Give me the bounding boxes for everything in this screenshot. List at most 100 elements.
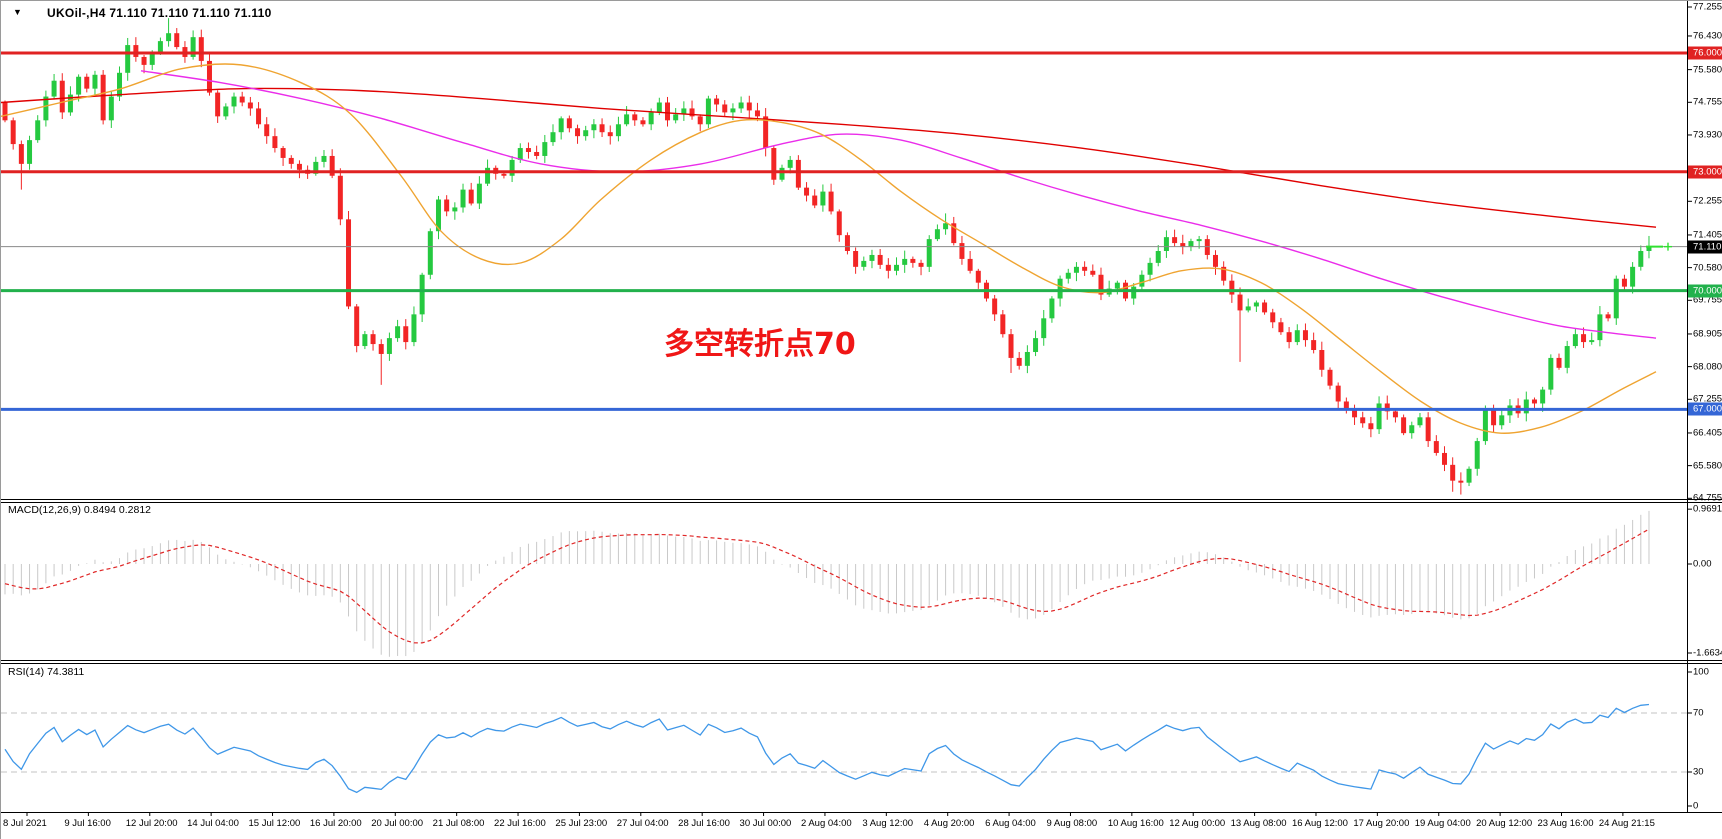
candle-body <box>67 94 73 113</box>
candle-body <box>1000 314 1006 335</box>
candle-body <box>386 338 392 354</box>
candle-body <box>1343 401 1349 410</box>
candle-body <box>1270 312 1276 323</box>
price-badge-70.000: 70.000 <box>1688 284 1722 298</box>
price-tick-label: 66.405 <box>1693 427 1722 439</box>
price-tick-label: 68.080 <box>1693 361 1722 373</box>
price-tick-label: 64.755 <box>1693 492 1722 504</box>
candle-body <box>885 264 891 271</box>
price-tick-label: 65.580 <box>1693 460 1722 472</box>
price-tick-label: 68.905 <box>1693 328 1722 340</box>
candle-body <box>378 344 384 354</box>
macd-axis-label: -1.6634 <box>1693 647 1722 659</box>
candle-body <box>599 124 605 133</box>
candle-body <box>1016 357 1022 366</box>
candle-body <box>18 144 24 164</box>
candle-body <box>517 148 523 160</box>
candle-body <box>1302 330 1308 341</box>
candle-body <box>1376 403 1382 430</box>
candle-body <box>427 231 433 275</box>
candle-body <box>1605 314 1611 319</box>
time-axis-label: 10 Aug 16:00 <box>1107 818 1164 829</box>
candle-body <box>787 159 793 168</box>
candle-body <box>689 108 695 117</box>
time-axis-label: 20 Aug 12:00 <box>1476 818 1533 829</box>
candle-body <box>10 120 16 145</box>
price-tick-label: 70.580 <box>1693 262 1722 274</box>
rsi-axis-label: 100 <box>1693 666 1709 678</box>
ma-mid-magenta <box>140 70 1657 339</box>
candle-body <box>714 98 720 105</box>
candle-body <box>1531 399 1537 404</box>
candle-body <box>1172 237 1178 244</box>
candle-body <box>419 274 425 315</box>
candle-body <box>329 155 335 176</box>
candle-body <box>272 136 278 149</box>
candle-body <box>1196 239 1202 242</box>
rsi-axis-label: 30 <box>1693 766 1704 778</box>
candle-body <box>92 74 98 89</box>
price-badge-73.000: 73.000 <box>1688 165 1722 179</box>
candle-body <box>1572 334 1578 347</box>
chart-title: UKOil-,H4 71.110 71.110 71.110 71.110 <box>47 6 272 20</box>
candle-body <box>1221 266 1227 281</box>
candle-body <box>1229 280 1235 295</box>
candle-body <box>108 96 114 121</box>
time-axis-label: 9 Jul 16:00 <box>64 818 111 829</box>
time-axis-label: 12 Aug 00:00 <box>1169 818 1226 829</box>
candle-body <box>558 118 564 133</box>
candle-body <box>746 102 752 111</box>
candle-body <box>51 80 57 97</box>
candle-body <box>1262 302 1268 313</box>
candle-body <box>59 80 65 113</box>
candle-body <box>722 104 728 113</box>
candle-body <box>1049 298 1055 319</box>
candle-body <box>223 106 229 117</box>
candle-body <box>509 159 515 176</box>
candle-body <box>779 167 785 180</box>
candle-body <box>591 124 597 131</box>
candle-body <box>910 258 916 263</box>
candle-body <box>615 124 621 137</box>
candle-body <box>100 74 106 121</box>
candle-body <box>673 114 679 121</box>
candle-body <box>1294 330 1300 343</box>
candle-body <box>444 199 450 212</box>
price-tick-label: 67.255 <box>1693 393 1722 405</box>
rsi-indicator-label: RSI(14) 74.3811 <box>8 666 85 678</box>
candle-body <box>215 92 221 117</box>
candle-body <box>157 41 163 53</box>
time-axis-label: 9 Aug 08:00 <box>1046 818 1098 829</box>
candle-body <box>1278 322 1284 333</box>
time-axis-label: 24 Aug 21:15 <box>1598 818 1655 829</box>
candle-body <box>566 118 572 129</box>
candle-body <box>738 102 744 109</box>
candle-body <box>296 163 302 170</box>
candle-body <box>730 108 736 113</box>
candle-body <box>795 159 801 188</box>
candle-body <box>844 235 850 251</box>
candle-body <box>1131 286 1137 299</box>
time-axis-label: 16 Jul 20:00 <box>309 818 362 829</box>
candle-body <box>1417 417 1423 426</box>
candle-body <box>1556 357 1562 368</box>
candle-body <box>1008 334 1014 358</box>
time-axis-label: 30 Jul 00:00 <box>739 818 792 829</box>
candle-body <box>754 110 760 117</box>
macd-axis-label: 0.9691 <box>1693 503 1722 515</box>
candle-body <box>1180 243 1186 248</box>
time-axis-label: 28 Jul 16:00 <box>678 818 730 829</box>
macd-indicator-label: MACD(12,26,9) 0.8494 0.2812 <box>8 504 152 516</box>
candle-body <box>247 102 253 109</box>
candle-body <box>1499 415 1505 426</box>
chart-annotation-text[interactable]: 多空转折点70 <box>664 327 856 362</box>
symbol-dropdown-icon[interactable]: ▼ <box>13 7 22 17</box>
candle-body <box>1139 274 1145 287</box>
candle-body <box>648 112 654 125</box>
candle-body <box>190 37 196 57</box>
candle-body <box>166 33 172 42</box>
time-axis-label: 20 Jul 00:00 <box>371 818 424 829</box>
candle-body <box>354 306 360 347</box>
candle-body <box>1114 282 1120 289</box>
